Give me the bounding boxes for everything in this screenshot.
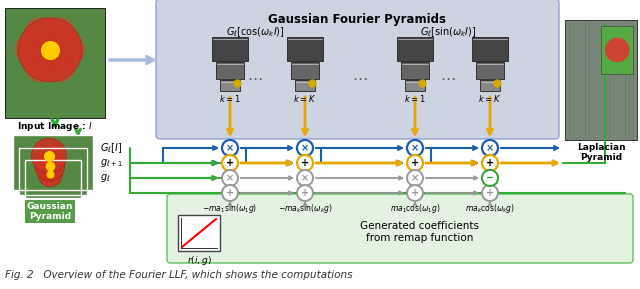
Text: +: + — [226, 188, 234, 198]
Circle shape — [15, 34, 47, 66]
Circle shape — [31, 138, 67, 173]
Circle shape — [605, 38, 630, 62]
Text: Gaussian
Pyramid: Gaussian Pyramid — [27, 202, 73, 221]
FancyBboxPatch shape — [291, 62, 319, 79]
Circle shape — [297, 140, 313, 156]
FancyBboxPatch shape — [220, 80, 240, 91]
Bar — [565, 20, 637, 140]
Text: +: + — [486, 158, 494, 168]
Text: $-ma_1\sin(\omega_1 g)$: $-ma_1\sin(\omega_1 g)$ — [202, 202, 258, 215]
FancyBboxPatch shape — [401, 62, 429, 79]
Circle shape — [407, 140, 423, 156]
Text: Gaussian Fourier Pyramids: Gaussian Fourier Pyramids — [269, 13, 447, 26]
Text: $ma_1\cos(\omega_1 g)$: $ma_1\cos(\omega_1 g)$ — [390, 202, 440, 215]
Bar — [19, 148, 87, 195]
Circle shape — [24, 50, 56, 82]
Text: $k=K$: $k=K$ — [293, 93, 317, 104]
Circle shape — [18, 18, 82, 82]
FancyBboxPatch shape — [480, 80, 500, 91]
Text: ×: × — [226, 143, 234, 153]
Circle shape — [44, 17, 76, 49]
Text: ×: × — [226, 173, 234, 183]
Text: +: + — [301, 158, 309, 168]
Text: ×: × — [486, 173, 494, 183]
Circle shape — [482, 185, 498, 201]
Circle shape — [482, 170, 498, 186]
Circle shape — [222, 140, 238, 156]
Text: ×: × — [301, 143, 309, 153]
Bar — [13, 135, 93, 190]
Text: ×: × — [411, 173, 419, 183]
FancyBboxPatch shape — [397, 37, 433, 61]
FancyBboxPatch shape — [287, 37, 323, 61]
Circle shape — [53, 34, 85, 66]
Circle shape — [297, 155, 313, 171]
Text: $\cdots$: $\cdots$ — [352, 71, 368, 86]
Bar — [601, 26, 634, 74]
Circle shape — [297, 185, 313, 201]
Bar — [25, 160, 81, 198]
Circle shape — [222, 170, 238, 186]
Circle shape — [407, 170, 423, 186]
Text: $r(i,g)$: $r(i,g)$ — [187, 254, 211, 267]
FancyBboxPatch shape — [156, 0, 559, 139]
Circle shape — [222, 155, 238, 171]
FancyBboxPatch shape — [295, 80, 315, 91]
Circle shape — [35, 151, 65, 181]
Circle shape — [407, 155, 423, 171]
Text: ×: × — [301, 173, 309, 183]
Text: +: + — [301, 188, 309, 198]
Circle shape — [407, 185, 423, 201]
FancyBboxPatch shape — [405, 80, 425, 91]
Text: $-ma_k\sin(\omega_k g)$: $-ma_k\sin(\omega_k g)$ — [278, 202, 332, 215]
Text: Input Image : $I$: Input Image : $I$ — [17, 120, 93, 133]
Text: +: + — [226, 158, 234, 168]
Text: $G_\ell[\sin(\omega_k I)]$: $G_\ell[\sin(\omega_k I)]$ — [420, 25, 476, 39]
FancyBboxPatch shape — [472, 37, 508, 61]
Circle shape — [222, 185, 238, 201]
Bar — [19, 148, 87, 195]
Text: ×: × — [411, 143, 419, 153]
Text: $g_{\ell +1}$: $g_{\ell +1}$ — [100, 157, 123, 169]
FancyBboxPatch shape — [167, 194, 633, 263]
Bar — [25, 160, 81, 198]
Text: $ma_k\cos(\omega_k g)$: $ma_k\cos(\omega_k g)$ — [465, 202, 515, 215]
Text: Laplacian
Pyramid: Laplacian Pyramid — [577, 143, 625, 162]
Text: +: + — [411, 158, 419, 168]
FancyBboxPatch shape — [212, 37, 248, 61]
Text: Fig. 2   Overview of the Fourier LLF, which shows the computations: Fig. 2 Overview of the Fourier LLF, whic… — [5, 270, 353, 280]
FancyBboxPatch shape — [216, 62, 244, 79]
Text: $\cdots$: $\cdots$ — [247, 71, 262, 86]
Text: $k=K$: $k=K$ — [479, 93, 502, 104]
Bar — [5, 8, 105, 118]
Text: Generated coefficients
from remap function: Generated coefficients from remap functi… — [360, 221, 479, 243]
FancyBboxPatch shape — [476, 62, 504, 79]
Text: $G_\ell[I]$: $G_\ell[I]$ — [100, 141, 122, 155]
Text: $G_\ell[\cos(\omega_k I)]$: $G_\ell[\cos(\omega_k I)]$ — [225, 25, 284, 39]
Text: −: − — [486, 173, 494, 183]
Circle shape — [297, 170, 313, 186]
Text: +: + — [486, 188, 494, 198]
Circle shape — [482, 140, 498, 156]
Text: $g_\ell$: $g_\ell$ — [100, 172, 111, 184]
Bar — [13, 135, 93, 190]
Text: +: + — [411, 188, 419, 198]
Circle shape — [44, 50, 76, 82]
Text: $k=1$: $k=1$ — [404, 93, 426, 104]
Circle shape — [24, 17, 56, 49]
Text: $k=1$: $k=1$ — [219, 93, 241, 104]
Circle shape — [38, 162, 62, 187]
Text: ×: × — [486, 143, 494, 153]
Text: $\cdots$: $\cdots$ — [440, 71, 456, 86]
Bar — [178, 215, 220, 251]
Circle shape — [482, 155, 498, 171]
Circle shape — [482, 170, 498, 186]
